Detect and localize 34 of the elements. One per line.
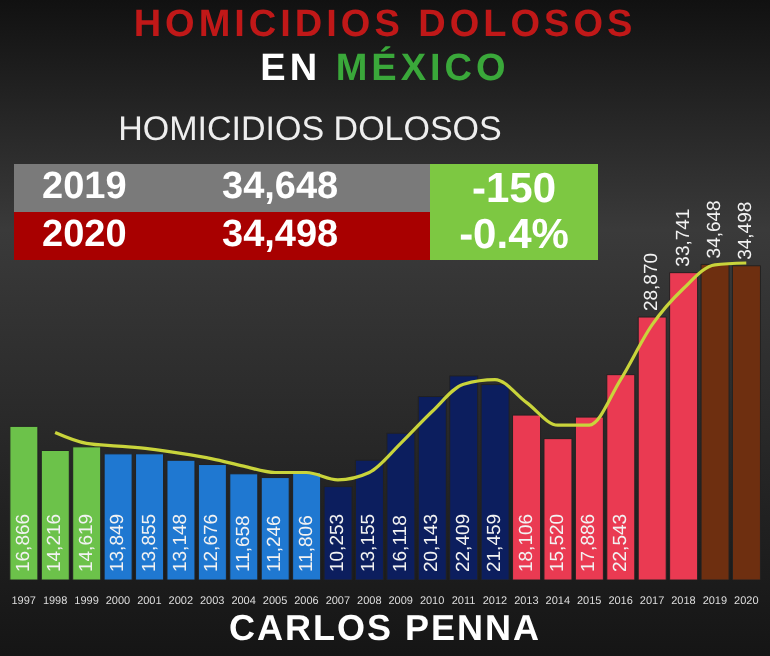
text: -150: [471, 166, 557, 212]
data-label: 21,459: [484, 513, 507, 572]
data-label: 22,409: [452, 513, 475, 572]
data-label: 13,855: [138, 513, 161, 572]
data-label: 34,648: [704, 200, 727, 259]
data-label: 20,143: [421, 513, 444, 572]
data-label: 16,866: [12, 513, 35, 572]
text: -0.4%: [459, 212, 569, 258]
data-label: 33,741: [672, 208, 695, 267]
chart-title: HOMICIDIOS DOLOSOS: [131, 4, 639, 46]
data-label: 22,543: [609, 513, 632, 572]
chart-subtitle: EN MÉXICO: [260, 48, 510, 90]
data-label: 28,870: [641, 252, 664, 312]
text: 34,648: [222, 166, 339, 210]
data-label: 17,886: [578, 513, 601, 572]
text: 2020: [42, 214, 129, 258]
data-label: 13,148: [169, 513, 192, 572]
data-label: 11,246: [264, 515, 287, 572]
text: 34,498: [222, 214, 339, 258]
data-label: 10,253: [327, 513, 350, 572]
data-label: 11,658: [232, 515, 255, 572]
data-label: 14,216: [44, 513, 67, 572]
text: CARLOS PENNA: [226, 608, 543, 650]
data-label: 16,118: [389, 515, 412, 572]
data-label: 14,619: [75, 513, 98, 572]
data-label: 11,806: [295, 515, 318, 572]
data-label: 13,849: [107, 513, 130, 572]
data-label: 13,155: [358, 513, 381, 572]
text: HOMICIDIOS DOLOSOS: [116, 110, 504, 150]
data-label: 12,676: [201, 513, 224, 572]
data-label: 15,520: [546, 513, 569, 572]
text: 2019: [42, 166, 129, 210]
data-label: 18,106: [515, 513, 538, 572]
data-label: 34,498: [735, 201, 758, 260]
